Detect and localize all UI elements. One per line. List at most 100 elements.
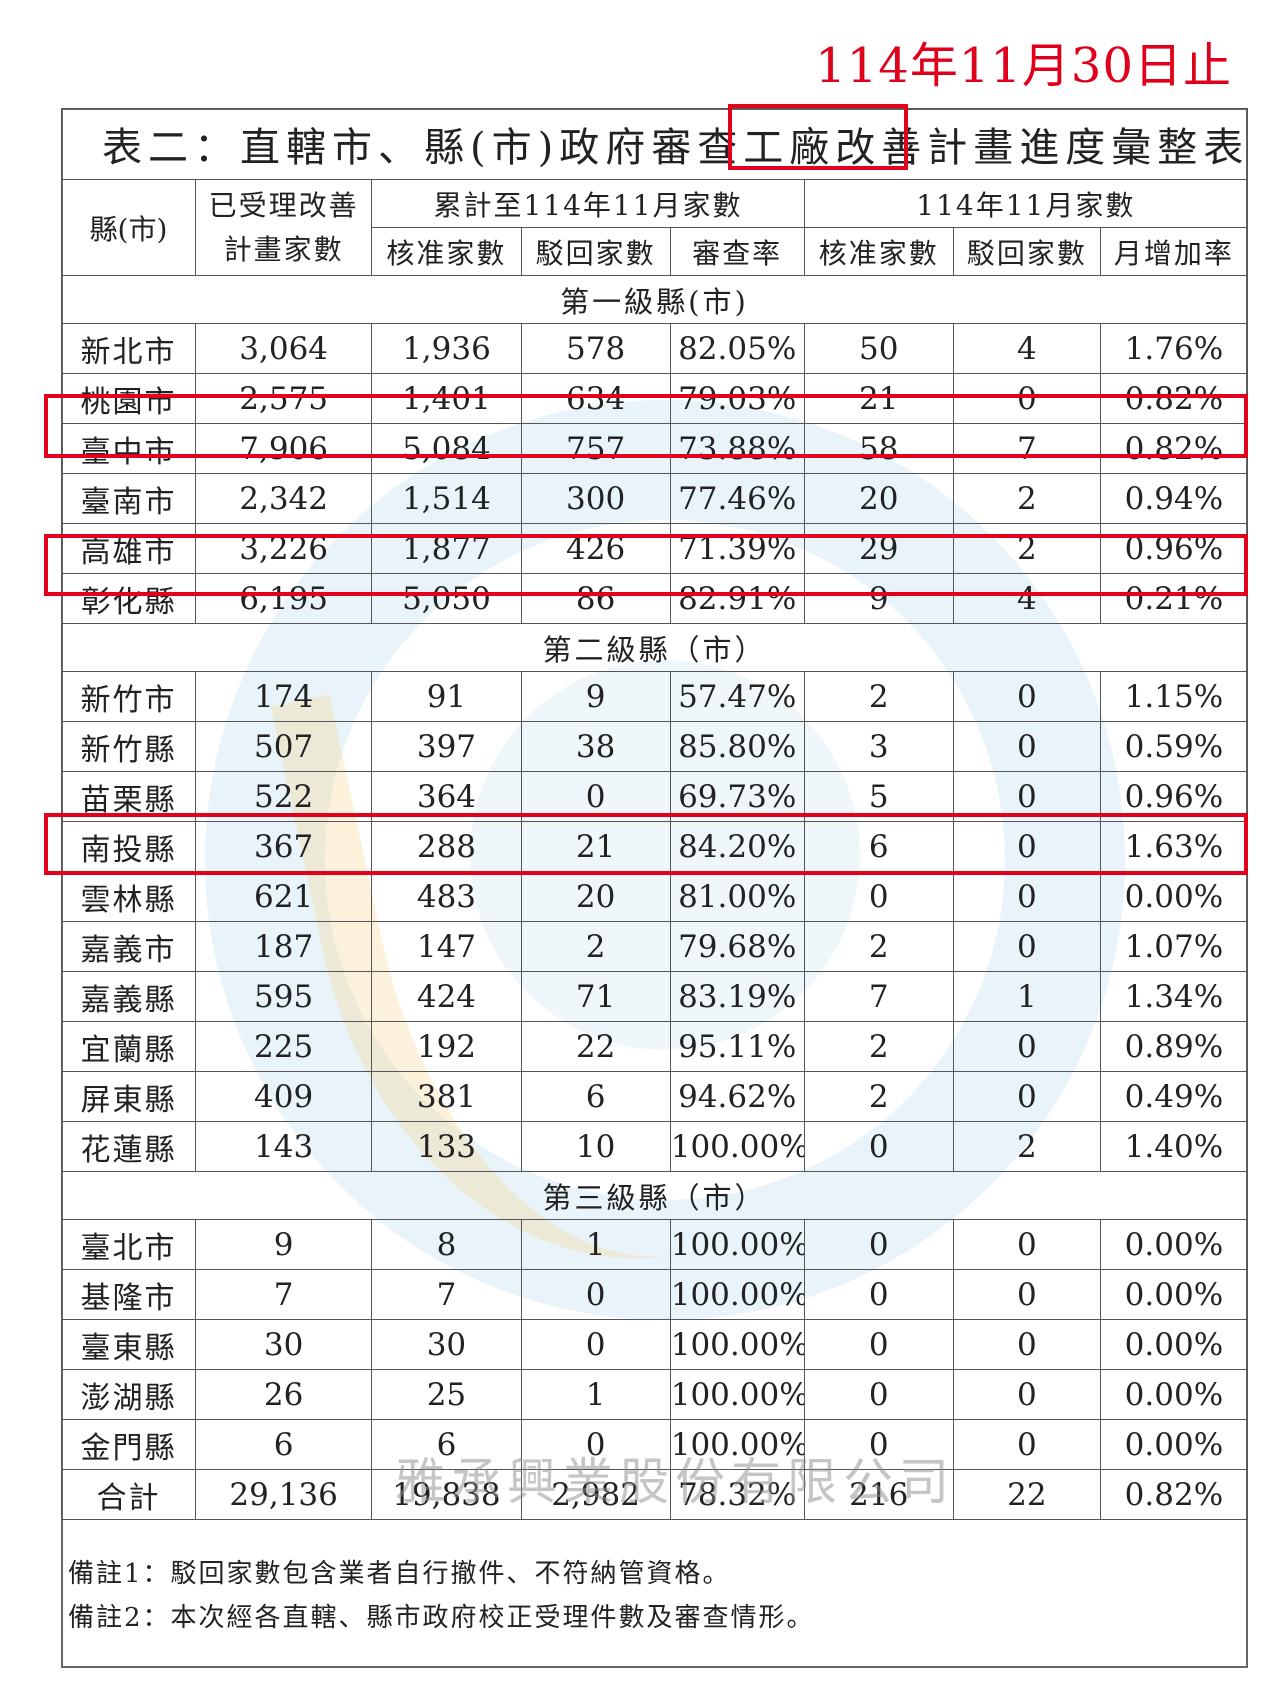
cell-month-rate: 1.40% xyxy=(1099,1121,1249,1172)
header-approved: 核准家數 xyxy=(371,227,522,276)
table-row: 屏東縣 409 381 6 94.62% 2 0 0.49% xyxy=(61,1071,1249,1122)
table-row: 新北市 3,064 1,936 578 82.05% 50 4 1.76% xyxy=(61,323,1249,374)
header-review-rate: 審查率 xyxy=(669,227,805,276)
cell-accepted: 2,342 xyxy=(194,473,373,524)
cell-month-approved: 0 xyxy=(803,871,954,922)
cell-month-approved: 6 xyxy=(803,821,954,872)
total-city: 合計 xyxy=(61,1469,196,1520)
header-monthly-group: 114年11月家數 xyxy=(803,179,1249,228)
cell-accepted: 2,575 xyxy=(194,373,373,424)
cell-rejected: 1 xyxy=(520,1219,671,1270)
cell-review-rate: 79.03% xyxy=(669,373,805,424)
cell-rejected: 9 xyxy=(520,671,671,722)
cell-accepted: 621 xyxy=(194,871,373,922)
table-row: 新竹縣 507 397 38 85.80% 3 0 0.59% xyxy=(61,721,1249,772)
cell-month-approved: 2 xyxy=(803,1071,954,1122)
cell-city: 臺南市 xyxy=(61,473,196,524)
cell-rejected: 71 xyxy=(520,971,671,1022)
cell-accepted: 30 xyxy=(194,1319,373,1370)
cell-city: 臺中市 xyxy=(61,423,196,474)
cell-month-rejected: 0 xyxy=(952,871,1101,922)
cell-month-rejected: 0 xyxy=(952,1419,1101,1470)
cell-review-rate: 95.11% xyxy=(669,1021,805,1072)
header-month-rejected: 駁回家數 xyxy=(952,227,1101,276)
table-row: 高雄市 3,226 1,877 426 71.39% 29 2 0.96% xyxy=(61,523,1249,574)
progress-table: 表二：直轄市、縣(市)政府審查工廠改善計畫進度彙整表 縣(市) 已受理改善計畫家… xyxy=(61,108,1249,1520)
cell-city: 嘉義市 xyxy=(61,921,196,972)
cell-month-rejected: 0 xyxy=(952,821,1101,872)
cell-accepted: 143 xyxy=(194,1121,373,1172)
cell-month-rate: 0.89% xyxy=(1099,1021,1249,1072)
cell-review-rate: 82.05% xyxy=(669,323,805,374)
cell-approved: 91 xyxy=(371,671,522,722)
cell-month-rejected: 0 xyxy=(952,373,1101,424)
total-rejected: 2,982 xyxy=(520,1469,671,1520)
header-cumulative-group: 累計至114年11月家數 xyxy=(371,179,805,228)
cell-accepted: 174 xyxy=(194,671,373,722)
cell-accepted: 3,226 xyxy=(194,523,373,574)
cell-rejected: 1 xyxy=(520,1369,671,1420)
cell-month-rejected: 0 xyxy=(952,1269,1101,1320)
table-row: 金門縣 6 6 0 100.00% 0 0 0.00% xyxy=(61,1419,1249,1470)
cell-rejected: 22 xyxy=(520,1021,671,1072)
cell-month-rejected: 1 xyxy=(952,971,1101,1022)
cell-month-approved: 29 xyxy=(803,523,954,574)
cell-month-rejected: 0 xyxy=(952,1071,1101,1122)
cell-month-rate: 0.00% xyxy=(1099,1219,1249,1270)
cell-month-approved: 0 xyxy=(803,1319,954,1370)
cell-city: 臺北市 xyxy=(61,1219,196,1270)
cell-review-rate: 84.20% xyxy=(669,821,805,872)
cell-accepted: 367 xyxy=(194,821,373,872)
cell-accepted: 507 xyxy=(194,721,373,772)
cell-review-rate: 100.00% xyxy=(669,1269,805,1320)
cell-approved: 6 xyxy=(371,1419,522,1470)
cell-rejected: 0 xyxy=(520,1419,671,1470)
total-month-rate: 0.82% xyxy=(1099,1469,1249,1520)
cell-month-approved: 7 xyxy=(803,971,954,1022)
cell-month-approved: 50 xyxy=(803,323,954,374)
cell-rejected: 757 xyxy=(520,423,671,474)
cell-review-rate: 82.91% xyxy=(669,573,805,624)
cell-month-rejected: 0 xyxy=(952,671,1101,722)
cell-accepted: 595 xyxy=(194,971,373,1022)
header-month-rate: 月增加率 xyxy=(1099,227,1249,276)
cell-city: 金門縣 xyxy=(61,1419,196,1470)
cell-accepted: 9 xyxy=(194,1219,373,1270)
table-row: 臺中市 7,906 5,084 757 73.88% 58 7 0.82% xyxy=(61,423,1249,474)
header-month-approved: 核准家數 xyxy=(803,227,954,276)
table-row: 嘉義市 187 147 2 79.68% 2 0 1.07% xyxy=(61,921,1249,972)
cell-month-rejected: 0 xyxy=(952,1219,1101,1270)
total-month-rejected: 22 xyxy=(952,1469,1101,1520)
cell-review-rate: 100.00% xyxy=(669,1121,805,1172)
cell-accepted: 187 xyxy=(194,921,373,972)
cell-accepted: 7 xyxy=(194,1269,373,1320)
table-row: 基隆市 7 7 0 100.00% 0 0 0.00% xyxy=(61,1269,1249,1320)
cell-month-rate: 0.49% xyxy=(1099,1071,1249,1122)
cell-month-rate: 0.00% xyxy=(1099,1269,1249,1320)
note-2: 備註2：本次經各直轄、縣市政府校正受理件數及審查情形。 xyxy=(68,1603,815,1633)
cell-month-rejected: 2 xyxy=(952,1121,1101,1172)
cell-month-rejected: 2 xyxy=(952,473,1101,524)
section-header: 第二級縣（市） xyxy=(61,623,1248,672)
cell-approved: 381 xyxy=(371,1071,522,1122)
cell-city: 基隆市 xyxy=(61,1269,196,1320)
cell-city: 彰化縣 xyxy=(61,573,196,624)
cell-approved: 483 xyxy=(371,871,522,922)
cell-approved: 7 xyxy=(371,1269,522,1320)
cell-rejected: 38 xyxy=(520,721,671,772)
cell-city: 南投縣 xyxy=(61,821,196,872)
cell-accepted: 6 xyxy=(194,1419,373,1470)
table-row: 臺南市 2,342 1,514 300 77.46% 20 2 0.94% xyxy=(61,473,1249,524)
cell-month-rejected: 0 xyxy=(952,1021,1101,1072)
watermark-text: 雅承興業股份有限公司 xyxy=(395,1453,955,1511)
cell-rejected: 21 xyxy=(520,821,671,872)
cell-month-approved: 58 xyxy=(803,423,954,474)
cell-month-rejected: 0 xyxy=(952,721,1101,772)
cell-month-rejected: 7 xyxy=(952,423,1101,474)
header-city: 縣(市) xyxy=(61,179,196,276)
cell-approved: 30 xyxy=(371,1319,522,1370)
cell-approved: 8 xyxy=(371,1219,522,1270)
cell-month-approved: 21 xyxy=(803,373,954,424)
total-review-rate: 78.32% xyxy=(669,1469,805,1520)
cell-month-approved: 0 xyxy=(803,1369,954,1420)
